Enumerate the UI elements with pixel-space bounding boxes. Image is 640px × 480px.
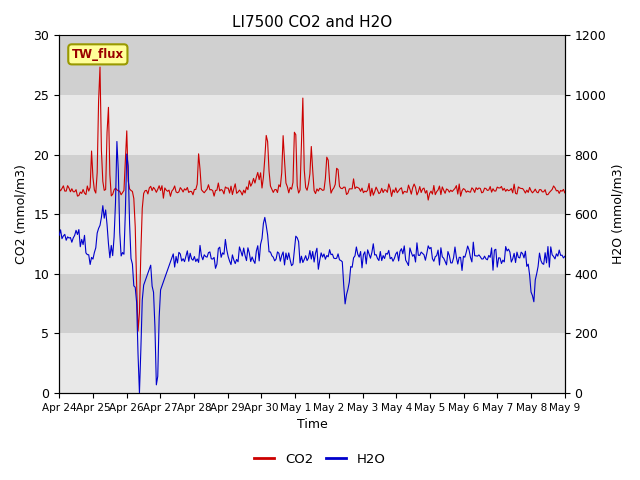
Bar [59, 214, 565, 274]
Bar [59, 155, 565, 214]
Bar [59, 334, 565, 393]
Title: LI7500 CO2 and H2O: LI7500 CO2 and H2O [232, 15, 392, 30]
Y-axis label: CO2 (mmol/m3): CO2 (mmol/m3) [15, 164, 28, 264]
Bar [59, 36, 565, 95]
Bar [59, 274, 565, 334]
Text: TW_flux: TW_flux [72, 48, 124, 61]
Y-axis label: H2O (mmol/m3): H2O (mmol/m3) [612, 164, 625, 264]
Legend: CO2, H2O: CO2, H2O [249, 447, 391, 471]
X-axis label: Time: Time [296, 419, 328, 432]
Bar [59, 95, 565, 155]
